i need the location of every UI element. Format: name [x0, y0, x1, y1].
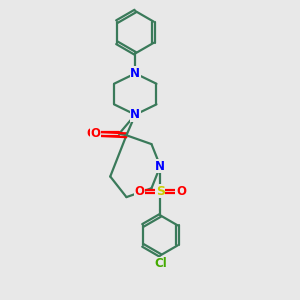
Text: O: O: [176, 185, 186, 198]
Text: S: S: [156, 185, 165, 198]
Text: Cl: Cl: [154, 257, 167, 270]
Text: N: N: [130, 108, 140, 121]
Text: O: O: [91, 127, 100, 140]
Text: N: N: [155, 160, 165, 173]
Text: O: O: [135, 185, 145, 198]
Text: O: O: [86, 127, 96, 140]
Text: N: N: [130, 67, 140, 80]
